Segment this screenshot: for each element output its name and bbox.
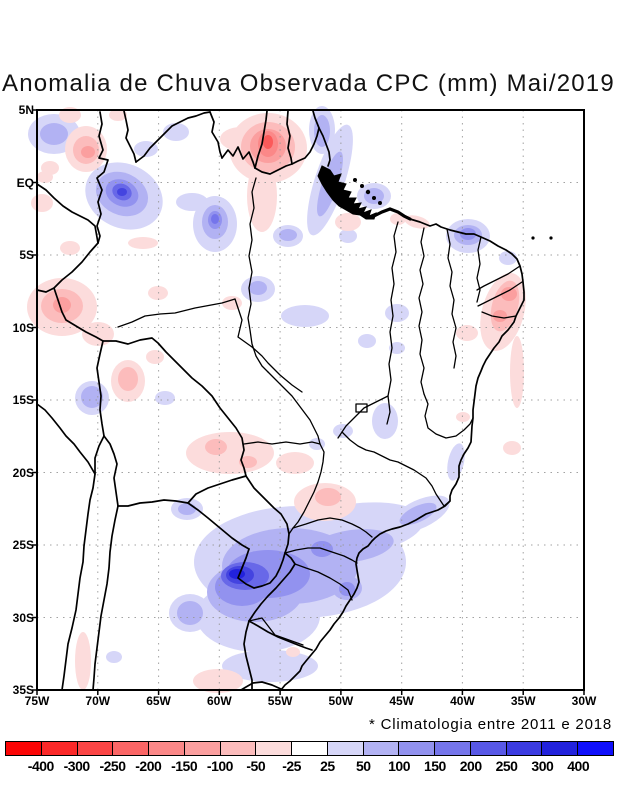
colorbar-tick-label: 50	[355, 758, 371, 774]
lon-tick-label: 65W	[146, 694, 171, 708]
colorbar-cell	[6, 742, 42, 755]
colorbar-cell	[256, 742, 293, 755]
lat-tick-label: 35S	[12, 683, 34, 697]
lat-tick-label: 5N	[18, 103, 34, 117]
colorbar-tick-label: 250	[495, 758, 518, 774]
colorbar-cell	[506, 742, 543, 755]
lat-tick-label: 20S	[12, 465, 34, 480]
lat-tick-label: 25S	[12, 538, 34, 552]
colorbar-cell	[578, 742, 614, 755]
colorbar-tick-label: -100	[206, 758, 234, 774]
lon-tick-label: 35W	[510, 694, 536, 708]
colorbar	[5, 741, 614, 756]
colorbar-cell	[41, 742, 78, 755]
state-borders	[117, 177, 523, 646]
colorbar-cell	[149, 742, 185, 755]
colorbar-tick-label: -150	[171, 758, 198, 774]
colorbar-tick-label: 25	[320, 758, 335, 774]
lat-tick-label: 5S	[19, 248, 34, 262]
colorbar-cell	[77, 742, 114, 755]
colorbar-cell	[113, 742, 150, 755]
lon-tick-label: 70W	[85, 694, 111, 708]
colorbar-tick-label: -250	[99, 758, 126, 774]
colorbar-tick-label: -400	[27, 758, 55, 774]
coastline-borders	[36, 110, 525, 691]
axis-ticks	[32, 109, 585, 695]
colorbar-tick-label: 200	[459, 758, 482, 774]
amazon-delta	[317, 165, 553, 240]
colorbar-cell	[363, 742, 400, 755]
plot-title: Anomalia de Chuva Observada CPC (mm) Mai…	[2, 70, 615, 97]
lon-tick-label: 45W	[389, 694, 414, 708]
lon-tick-label: 40W	[450, 694, 475, 708]
colorbar-tick-label: -50	[246, 758, 266, 774]
lon-tick-label: 55W	[267, 694, 293, 708]
lat-tick-label: EQ	[16, 175, 34, 190]
colorbar-cell	[220, 742, 257, 755]
colorbar-tick-label: -300	[63, 758, 91, 774]
colorbar-tick-label: 300	[531, 758, 554, 774]
lon-tick-label: 30W	[571, 694, 597, 708]
colorbar-tick-label: -200	[135, 758, 162, 774]
colorbar-cell	[292, 742, 328, 755]
colorbar-tick-label: 150	[423, 758, 446, 774]
colorbar-tick-label: 400	[567, 758, 590, 774]
climatology-note: * Climatologia entre 2011 e 2018	[369, 716, 612, 733]
lon-tick-label: 75W	[24, 694, 50, 708]
colorbar-cell	[542, 742, 579, 755]
colorbar-cell	[184, 742, 221, 755]
lon-tick-label: 50W	[328, 694, 354, 708]
lat-tick-label: 30S	[12, 610, 34, 625]
colorbar-cell	[399, 742, 436, 755]
lat-tick-label: 15S	[12, 393, 34, 407]
lon-tick-label: 60W	[206, 694, 232, 708]
colorbar-cell	[470, 742, 507, 755]
colorbar-tick-label: -25	[282, 758, 301, 774]
colorbar-cell	[435, 742, 471, 755]
graticule-grid	[37, 110, 584, 690]
colorbar-tick-label: 100	[388, 758, 410, 774]
lat-tick-label: 10S	[12, 320, 34, 335]
colorbar-cell	[327, 742, 364, 755]
